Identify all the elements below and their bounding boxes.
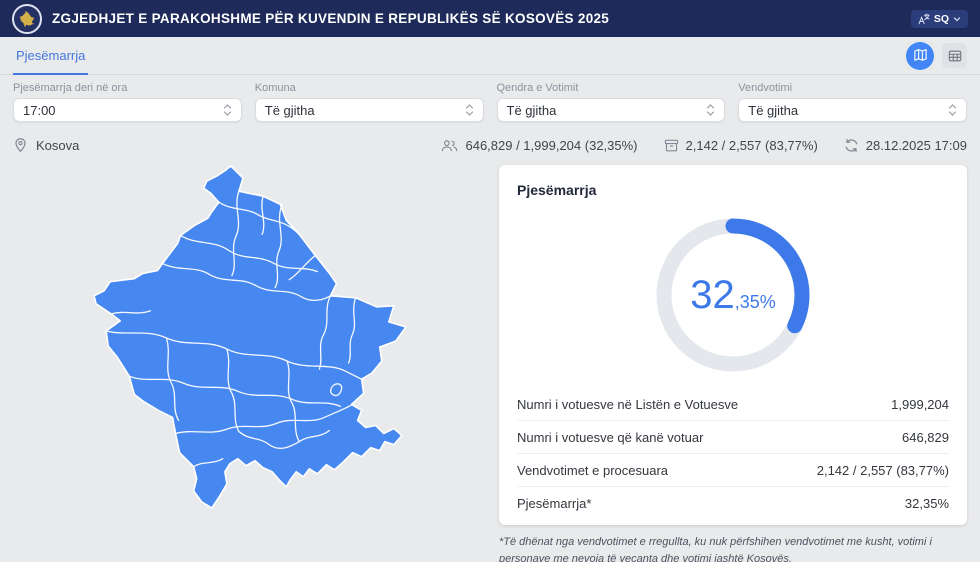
chevron-down-icon (953, 15, 961, 23)
stations-stat: 2,142 / 2,557 (83,77%) (664, 138, 818, 153)
filter-municipality-label: Komuna (254, 82, 296, 94)
ballot-box-icon (664, 138, 679, 153)
time-select[interactable]: 17:00 (13, 98, 242, 122)
row-label: Numri i votuesve që kanë votuar (517, 429, 704, 445)
translate-icon (918, 13, 930, 25)
select-stepper-icon (465, 103, 474, 117)
participation-panel: Pjesëmarrja 32,35% Numri i votuesve në L… (499, 165, 967, 562)
donut-center-label: 32,35% (690, 273, 776, 317)
stations-stat-value: 2,142 / 2,557 (83,77%) (685, 137, 818, 153)
filter-polling-center: Qendra e Votimit Të gjitha (496, 82, 726, 122)
voters-icon (441, 138, 458, 153)
time-select-value: 17:00 (23, 102, 56, 118)
filter-row: Pjesëmarrja deri në ora 17:00 Komuna Të … (0, 75, 980, 131)
refresh-icon[interactable] (844, 138, 859, 153)
municipality-select[interactable]: Të gjitha (254, 98, 484, 122)
polling-center-select[interactable]: Të gjitha (496, 98, 726, 122)
polling-center-select-value: Të gjitha (506, 102, 557, 118)
row-value: 32,35% (904, 495, 949, 511)
row-value: 1,999,204 (891, 396, 949, 412)
filter-municipality: Komuna Të gjitha (254, 82, 484, 122)
municipality-select-value: Të gjitha (264, 102, 315, 118)
filter-time: Pjesëmarrja deri në ora 17:00 (13, 82, 242, 122)
table-view-button[interactable] (942, 43, 967, 68)
donut-chart: 32,35% (517, 210, 949, 380)
polling-station-select[interactable]: Të gjitha (738, 98, 967, 122)
location-label: Kosova (36, 137, 80, 153)
view-toggles (906, 37, 967, 74)
kosovo-logo-shape-icon (19, 10, 35, 27)
filter-polling-station: Vendvotimi Të gjitha (738, 82, 967, 122)
kqz-logo (12, 3, 42, 34)
select-stepper-icon (948, 103, 957, 117)
updated-timestamp: 28.12.2025 17:09 (865, 137, 967, 153)
voters-stat: 646,829 / 1,999,204 (32,35%) (441, 137, 638, 153)
municipality-borders (105, 190, 365, 468)
summary-stats: 646,829 / 1,999,204 (32,35%) 2,142 / 2,5… (441, 138, 967, 153)
card-title: Pjesëmarrja (517, 182, 597, 198)
language-button[interactable]: SQ (910, 9, 968, 28)
map-view-button[interactable] (906, 41, 934, 70)
kosovo-municipalities-map[interactable] (92, 163, 410, 511)
main-content: Pjesëmarrja 32,35% Numri i votuesve në L… (0, 159, 980, 562)
select-stepper-icon (706, 103, 715, 117)
page-title: ZGJEDHJET E PARAKOHSHME PËR KUVENDIN E R… (52, 11, 610, 26)
stats-table: Numri i votuesve në Listën e Votuesve 1,… (517, 388, 949, 519)
select-stepper-icon (223, 103, 232, 117)
location: Kosova (13, 137, 79, 153)
status-bar: Kosova 646,829 / 1,999,204 (32,35%) (0, 131, 980, 159)
table-row: Numri i votuesve në Listën e Votuesve 1,… (517, 388, 949, 420)
filter-polling-center-label: Qendra e Votimit (496, 82, 579, 94)
location-pin-icon (13, 137, 28, 153)
table-row: Vendvotimet e procesuara 2,142 / 2,557 (… (517, 453, 949, 486)
participation-card: Pjesëmarrja 32,35% Numri i votuesve në L… (499, 165, 967, 525)
map-icon (913, 48, 928, 63)
tab-participation[interactable]: Pjesëmarrja (13, 37, 89, 75)
table-row: Numri i votuesve që kanë votuar 646,829 (517, 420, 949, 453)
row-label: Vendvotimet e procesuara (517, 462, 669, 478)
donut-progress-arc (656, 218, 810, 372)
header: ZGJEDHJET E PARAKOHSHME PËR KUVENDIN E R… (0, 0, 980, 37)
table-row: Pjesëmarrja* 32,35% (517, 486, 949, 519)
tab-bar: Pjesëmarrja (0, 37, 980, 75)
row-value: 646,829 (902, 429, 949, 445)
updated-stat: 28.12.2025 17:09 (844, 138, 967, 153)
row-label: Numri i votuesve në Listën e Votuesve (517, 396, 739, 412)
footnote: *Të dhënat nga vendvotimet e rregullta, … (499, 536, 932, 562)
filter-time-label: Pjesëmarrja deri në ora (13, 82, 128, 94)
filter-polling-station-label: Vendvotimi (738, 82, 793, 94)
table-icon (948, 49, 962, 63)
row-label: Pjesëmarrja* (517, 495, 592, 511)
voters-stat-value: 646,829 / 1,999,204 (32,35%) (465, 137, 638, 153)
language-label: SQ (933, 12, 949, 25)
row-value: 2,142 / 2,557 (83,77%) (816, 462, 949, 478)
polling-station-select-value: Të gjitha (748, 102, 799, 118)
